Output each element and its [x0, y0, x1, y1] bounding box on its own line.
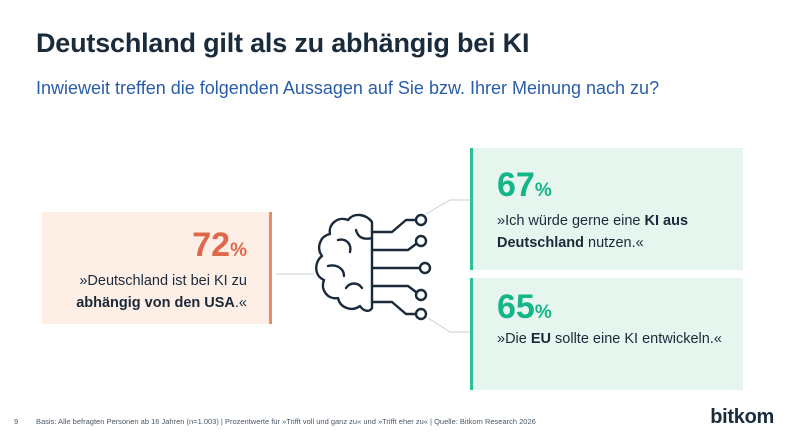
stat-value: 72 [192, 226, 231, 264]
bitkom-logo: bitkom [710, 406, 774, 428]
stat-card-eu-ki: 65% »Die EU sollte eine KI entwickeln.« [470, 278, 743, 390]
statement-line: »Deutschland ist bei KI zu [79, 273, 247, 289]
slide-title: Deutschland gilt als zu abhängig bei KI [36, 28, 530, 58]
stat-statement: »Deutschland ist bei KI zu abhängig von … [76, 270, 247, 314]
footer-source: Basis: Alle befragten Personen ab 16 Jah… [36, 417, 536, 426]
stat-unit: % [534, 302, 552, 323]
statement-text: .« [234, 295, 247, 311]
stat-value: 67 [497, 166, 535, 204]
statement-emphasis: EU [530, 331, 552, 347]
stat-statement: »Ich würde gerne eine KI aus Deutschland… [497, 210, 688, 254]
stat-percentage: 67% [497, 166, 552, 205]
statement-line: Deutschland nutzen.« [497, 232, 688, 254]
stat-statement: »Die EU sollte eine KI entwickeln.« [497, 328, 722, 350]
stat-card-ki-aus-deutschland: 67% »Ich würde gerne eine KI aus Deutsch… [470, 148, 743, 270]
page-number: 9 [14, 417, 19, 426]
stat-value: 65 [497, 288, 535, 326]
statement-line: »Ich würde gerne eine KI aus [497, 210, 688, 232]
slide-subtitle: Inwieweit treffen die folgenden Aussagen… [36, 78, 660, 98]
statement-emphasis: Deutschland [497, 235, 585, 251]
stat-unit: % [534, 180, 552, 201]
footer-note: 9 Basis: Alle befragten Personen ab 16 Ja… [14, 417, 536, 426]
statement-emphasis: abhängig von den USA [76, 295, 235, 311]
stat-unit: % [230, 240, 247, 261]
statement-line: abhängig von den USA.« [76, 292, 247, 314]
stat-percentage: 72% [192, 226, 247, 265]
stat-card-usa-dependency: 72% »Deutschland ist bei KI zu abhängig … [42, 212, 272, 324]
statement-text: »Ich würde gerne eine [497, 213, 645, 229]
statement-line: »Die EU sollte eine KI entwickeln.« [497, 328, 722, 350]
stat-percentage: 65% [497, 288, 552, 327]
brain-circuit-icon [276, 199, 470, 333]
statement-emphasis: KI aus [644, 213, 689, 229]
statement-text: nutzen.« [584, 235, 644, 251]
statement-text: »Die [497, 331, 531, 347]
statement-text: sollte eine KI entwickeln.« [551, 331, 722, 347]
